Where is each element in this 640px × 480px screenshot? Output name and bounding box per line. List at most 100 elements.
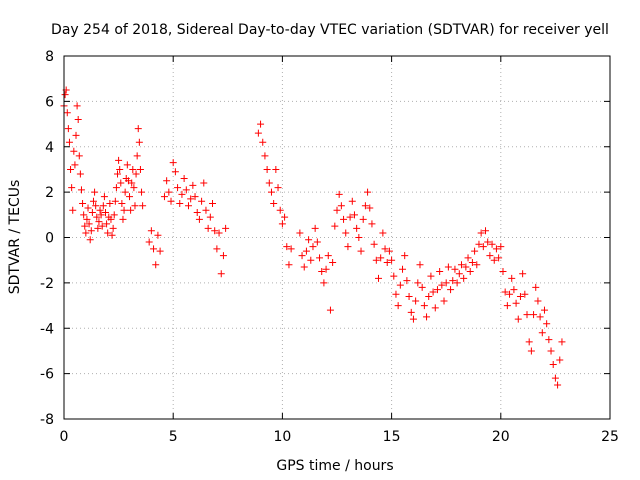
data-point <box>337 202 345 210</box>
data-point <box>447 286 455 294</box>
data-point <box>545 336 553 344</box>
data-point <box>165 188 173 196</box>
data-point <box>379 229 387 237</box>
data-point <box>508 274 516 282</box>
data-point <box>99 202 107 210</box>
data-point <box>492 245 500 253</box>
data-point <box>429 288 437 296</box>
data-point <box>477 229 485 237</box>
data-point <box>300 263 308 271</box>
data-point <box>405 292 413 300</box>
data-point <box>84 204 92 212</box>
data-point <box>527 347 535 355</box>
data-point <box>536 313 544 321</box>
data-point <box>313 238 321 246</box>
data-point <box>307 256 315 264</box>
data-point <box>388 256 396 264</box>
data-point <box>350 211 358 219</box>
data-point <box>331 222 339 230</box>
data-point <box>534 297 542 305</box>
data-point <box>285 261 293 269</box>
data-point <box>123 161 131 169</box>
data-point <box>486 252 494 260</box>
data-point <box>538 329 546 337</box>
data-point <box>512 299 520 307</box>
data-point <box>495 254 503 262</box>
data-point <box>174 184 182 192</box>
data-point <box>120 206 128 214</box>
data-point <box>418 283 426 291</box>
data-point <box>167 197 175 205</box>
data-point <box>322 265 330 273</box>
data-point <box>98 222 106 230</box>
data-point <box>431 304 439 312</box>
data-point <box>399 265 407 273</box>
grid-lines <box>64 56 610 419</box>
data-point <box>433 286 441 294</box>
data-point <box>92 202 100 210</box>
data-point <box>298 252 306 260</box>
data-point <box>82 229 90 237</box>
data-point <box>270 199 278 207</box>
data-point <box>154 231 162 239</box>
data-point <box>131 202 139 210</box>
data-point <box>412 297 420 305</box>
data-point <box>466 268 474 276</box>
data-point <box>95 218 103 226</box>
data-point <box>514 315 522 323</box>
data-point <box>75 152 83 160</box>
data-point <box>104 229 112 237</box>
data-point <box>257 120 265 128</box>
data-point <box>150 245 158 253</box>
data-point <box>128 179 136 187</box>
data-point <box>119 215 127 223</box>
data-point <box>372 256 380 264</box>
data-point <box>468 258 476 266</box>
data-point <box>551 374 559 382</box>
data-point <box>259 138 267 146</box>
data-point <box>473 261 481 269</box>
data-point <box>200 179 208 187</box>
data-point <box>64 125 72 133</box>
y-tick-label: -2 <box>40 276 54 292</box>
data-point <box>106 199 114 207</box>
data-point <box>438 281 446 289</box>
data-point <box>129 165 137 173</box>
data-point <box>554 381 562 389</box>
data-point <box>510 286 518 294</box>
y-tick-label: 6 <box>45 94 54 110</box>
data-point <box>85 220 93 228</box>
data-point <box>126 193 134 201</box>
data-point <box>543 320 551 328</box>
x-tick-label: 0 <box>60 429 69 445</box>
data-point <box>272 165 280 173</box>
data-point <box>198 197 206 205</box>
data-point <box>392 290 400 298</box>
data-point <box>276 206 284 214</box>
data-point <box>115 156 123 164</box>
data-point <box>87 227 95 235</box>
data-point <box>449 277 457 285</box>
data-point <box>209 199 217 207</box>
x-tick-label: 20 <box>492 429 510 445</box>
data-point <box>107 215 115 223</box>
data-point <box>355 234 363 241</box>
data-point <box>81 222 89 230</box>
data-point <box>69 206 77 214</box>
data-point <box>278 220 286 228</box>
data-point <box>112 184 120 192</box>
data-point <box>176 199 184 207</box>
data-point <box>191 193 199 201</box>
data-point <box>215 229 223 237</box>
data-point <box>83 215 91 223</box>
data-point <box>401 252 409 260</box>
data-point <box>501 288 509 296</box>
data-point <box>206 213 214 221</box>
data-point <box>254 129 262 137</box>
data-point <box>74 116 82 124</box>
data-point <box>156 247 164 255</box>
data-point <box>68 184 76 192</box>
data-point <box>370 240 378 248</box>
data-point <box>479 243 487 251</box>
data-point <box>409 315 417 323</box>
